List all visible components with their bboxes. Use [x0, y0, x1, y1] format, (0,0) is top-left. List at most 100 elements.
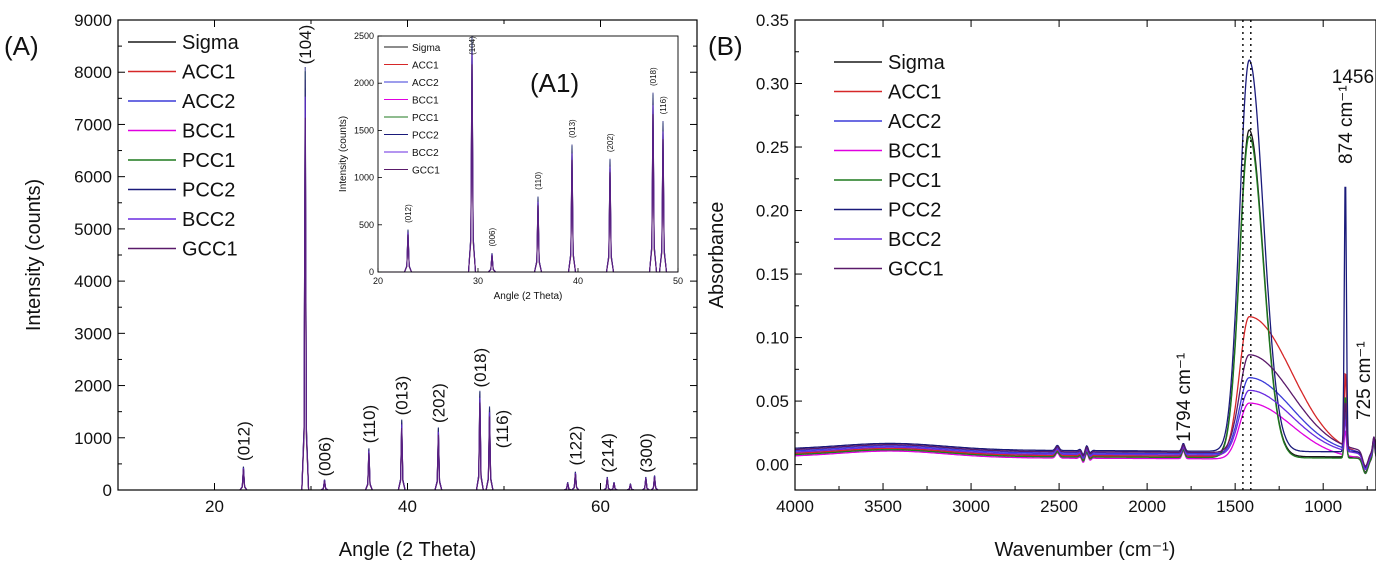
y-tick-label: 0.00 [756, 456, 789, 475]
legend-entry-bcc2: BCC2 [182, 209, 235, 231]
x-tick-label: 1000 [1304, 497, 1342, 516]
peak-label: (202) [429, 383, 448, 423]
y-tick-label: 0.15 [756, 265, 789, 284]
legend-entry-bcc2: BCC2 [888, 229, 941, 251]
x-tick-label: 1500 [1216, 497, 1254, 516]
annotation-874: 874 cm⁻¹ [1336, 85, 1357, 164]
y-tick-label: 2000 [74, 377, 112, 396]
series-line-gcc1 [795, 354, 1376, 467]
x-tick-label: 3000 [952, 497, 990, 516]
annotation-1794: 1794 cm⁻¹ [1174, 353, 1195, 442]
y-tick-label: 9000 [74, 11, 112, 30]
legend-entry-pcc2: PCC2 [182, 180, 235, 202]
peak-label: (018) [471, 348, 490, 388]
legend-entry-acc1: ACC1 [182, 62, 235, 84]
inset-legend-entry-bcc2: BCC2 [412, 148, 439, 159]
y-tick-label: 1000 [74, 429, 112, 448]
legend-entry-sigma: Sigma [888, 52, 946, 74]
inset-y-tick-label: 2000 [354, 78, 374, 88]
x-axis-label: Wavenumber (cm⁻¹) [995, 539, 1176, 561]
peak-label: (300) [637, 433, 656, 473]
legend-entry-pcc2: PCC2 [888, 200, 941, 222]
inset-legend-entry-acc2: ACC2 [412, 78, 439, 89]
inset-peak-label: (202) [606, 133, 615, 152]
y-tick-label: 0.10 [756, 329, 789, 348]
annotation-1456: 1456 cm⁻¹ [1332, 67, 1376, 88]
series-line-gcc1 [118, 117, 697, 491]
legend-entry-gcc1: GCC1 [888, 259, 944, 281]
inset-x-tick-label: 40 [573, 276, 583, 286]
series-line-sigma [795, 129, 1376, 474]
x-tick-label: 2000 [1128, 497, 1166, 516]
peak-label: (104) [296, 25, 315, 65]
y-tick-label: 3000 [74, 324, 112, 343]
inset-legend-entry-pcc1: PCC1 [412, 113, 439, 124]
inset-peak-label: (104) [468, 36, 477, 55]
inset-x-tick-label: 50 [673, 276, 683, 286]
inset-x-axis-label: Angle (2 Theta) [494, 291, 563, 302]
peak-label: (013) [393, 376, 412, 416]
inset-legend-entry-bcc1: BCC1 [412, 96, 439, 107]
inset-legend-entry-acc1: ACC1 [412, 61, 439, 72]
inset-y-axis-label: Intensity (counts) [338, 116, 349, 192]
y-tick-label: 0.25 [756, 138, 789, 157]
x-tick-label: 40 [398, 497, 417, 516]
y-tick-label: 4000 [74, 272, 112, 291]
legend-entry-acc1: ACC1 [888, 82, 941, 104]
inset-peak-label: (006) [488, 228, 497, 247]
peak-label: (110) [360, 405, 379, 443]
series-line-bcc2 [795, 389, 1376, 471]
annotation-725: 725 cm⁻¹ [1354, 341, 1375, 420]
inset-peak-label: (012) [404, 204, 413, 223]
inset-legend-entry-sigma: Sigma [412, 43, 441, 54]
legend-entry-sigma: Sigma [182, 32, 240, 54]
panel-label-b: (B) [708, 31, 743, 61]
y-tick-label: 7000 [74, 115, 112, 134]
series-line-pcc2 [794, 59, 1376, 468]
x-tick-label: 3500 [864, 497, 902, 516]
inset-legend-entry-pcc2: PCC2 [412, 131, 439, 142]
legend-entry-bcc1: BCC1 [888, 141, 941, 163]
inset-peak-label: (116) [659, 96, 668, 114]
x-tick-label: 20 [205, 497, 224, 516]
peak-label: (006) [316, 437, 335, 477]
peak-label: (214) [598, 433, 617, 473]
inset-y-tick-label: 0 [369, 267, 374, 277]
legend-entry-pcc1: PCC1 [182, 150, 235, 172]
inset-y-tick-label: 500 [359, 220, 374, 230]
inset-y-tick-label: 1000 [354, 173, 374, 183]
series-line-pcc1 [795, 135, 1376, 475]
inset-background [328, 28, 690, 324]
legend-entry-gcc1: GCC1 [182, 239, 238, 261]
inset-frame [377, 35, 679, 273]
legend-entry-pcc1: PCC1 [888, 170, 941, 192]
inset-peak-label: (018) [649, 67, 658, 86]
x-tick-label: 4000 [776, 497, 814, 516]
peak-label: (116) [493, 410, 512, 448]
inset-y-tick-label: 1500 [354, 125, 374, 135]
peak-label: (122) [566, 426, 585, 466]
y-axis-label: Intensity (counts) [23, 179, 45, 331]
inset-x-tick-label: 30 [473, 276, 483, 286]
inset-peak-label: (013) [568, 119, 577, 138]
panel-b: 0.00 0.05 0.10 0.15 0.20 0.25 0.30 0.35 4000 3500… [706, 11, 1376, 561]
inset-y-tick-label: 2500 [354, 31, 374, 41]
y-tick-label: 0.30 [756, 75, 789, 94]
x-tick-label: 60 [591, 497, 610, 516]
legend-entry-acc2: ACC2 [888, 111, 941, 133]
peak-label: (012) [234, 421, 253, 461]
y-tick-label: 0 [103, 481, 112, 500]
plot-frame [794, 19, 1376, 491]
y-axis-label: Absorbance [706, 202, 728, 309]
inset-peak-label: (110) [534, 171, 543, 189]
y-tick-label: 0.20 [756, 202, 789, 221]
legend-entry-acc2: ACC2 [182, 91, 235, 113]
y-tick-label: 8000 [74, 63, 112, 82]
y-tick-label: 0.35 [756, 11, 789, 30]
y-tick-label: 0.05 [756, 392, 789, 411]
y-tick-label: 5000 [74, 220, 112, 239]
y-tick-label: 6000 [74, 168, 112, 187]
inset-legend-entry-gcc1: GCC1 [412, 166, 440, 177]
